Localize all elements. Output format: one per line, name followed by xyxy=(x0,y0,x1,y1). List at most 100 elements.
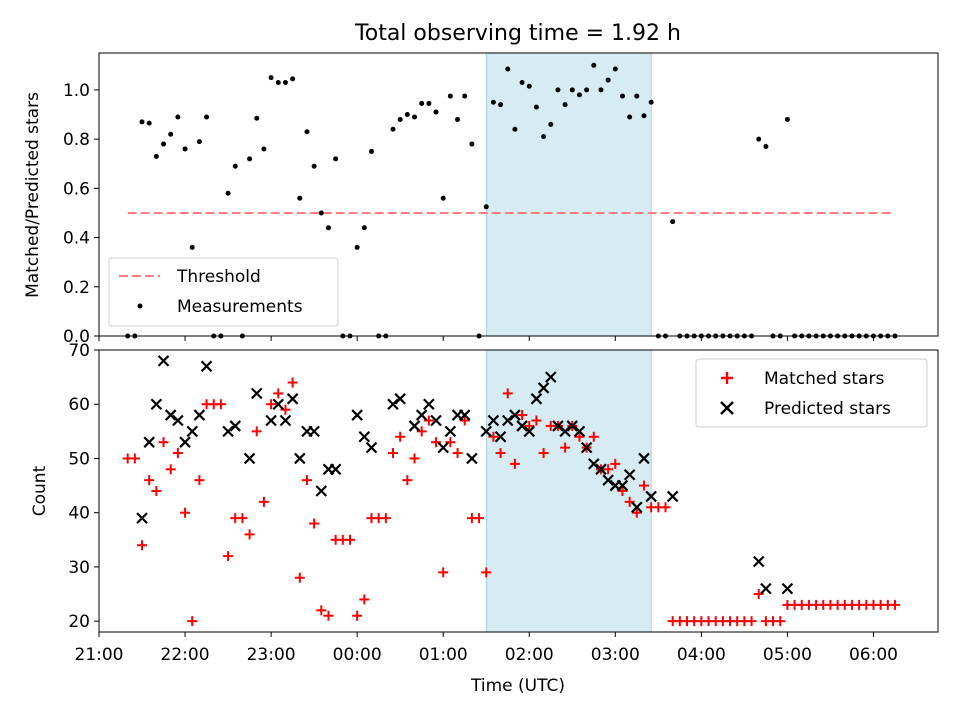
matched-star-marker xyxy=(488,431,499,442)
predicted-marker-b xyxy=(408,420,421,432)
predicted-star-marker xyxy=(222,425,234,438)
predicted-marker-b xyxy=(530,393,543,405)
predicted-star-marker xyxy=(566,420,579,432)
predicted-marker-b xyxy=(437,441,449,454)
matched-star-marker xyxy=(753,589,764,600)
predicted-marker-b xyxy=(172,414,184,427)
predicted-marker-b xyxy=(638,452,650,465)
predicted-marker-b xyxy=(423,398,435,411)
matched-star-marker xyxy=(409,453,420,464)
x-axis-label: Time (UTC) xyxy=(470,676,565,696)
top-x-tick-marks xyxy=(98,336,874,341)
predicted-star-marker xyxy=(365,441,378,454)
measurement-point xyxy=(455,116,461,122)
matched-star-marker xyxy=(172,448,183,459)
measurement-point xyxy=(182,146,188,152)
measurement-point xyxy=(204,114,210,120)
matched-star-marker xyxy=(452,448,463,459)
predicted-marker-b xyxy=(666,490,679,503)
x-tick-label: 23:00 xyxy=(247,645,296,665)
predicted-marker-b xyxy=(387,398,399,411)
predicted-star-marker xyxy=(530,393,543,405)
predicted-star-marker xyxy=(143,436,155,448)
matched-star-marker xyxy=(481,567,492,578)
matched-star-marker xyxy=(129,453,140,464)
measurement-point xyxy=(598,87,604,93)
measurement-point xyxy=(254,115,260,121)
matched-star-marker xyxy=(423,415,434,426)
predicted-marker-b xyxy=(294,452,306,465)
measurement-point xyxy=(634,93,640,99)
matched-star-marker xyxy=(187,616,198,627)
top-y-tick-label: 0.6 xyxy=(63,179,90,199)
predicted-star-marker xyxy=(638,452,650,465)
measurement-point xyxy=(419,100,425,106)
predicted-marker-b xyxy=(480,425,493,438)
predicted-marker-b xyxy=(501,414,514,427)
measurement-point xyxy=(462,93,468,99)
measurement-point xyxy=(548,121,554,127)
predicted-star-marker xyxy=(308,425,320,438)
predicted-star-marker xyxy=(437,441,449,454)
measurement-point xyxy=(763,144,769,150)
matched-star-marker xyxy=(889,599,900,610)
measurement-point xyxy=(619,93,625,99)
matched-star-marker xyxy=(495,448,506,459)
predicted-star-marker xyxy=(315,485,328,497)
matched-star-marker xyxy=(416,426,427,437)
measurement-point xyxy=(275,80,281,86)
predicted-star-marker xyxy=(509,409,521,421)
matched-star-marker xyxy=(294,572,305,583)
measurement-point xyxy=(232,163,238,169)
predicted-star-marker xyxy=(516,420,528,432)
x-tick-label: 05:00 xyxy=(763,645,812,665)
predicted-marker-b xyxy=(186,425,199,438)
predicted-star-marker xyxy=(329,463,342,476)
measurement-point xyxy=(512,126,518,132)
predicted-star-marker xyxy=(294,452,306,465)
matched-star-marker xyxy=(603,464,614,475)
matched-star-marker xyxy=(215,399,226,410)
matched-star-marker xyxy=(280,404,291,415)
matched-star-marker xyxy=(151,486,162,496)
predicted-star-marker xyxy=(631,501,643,514)
measurement-point xyxy=(612,66,618,72)
top-y-axis: 0.0 0.2 0.4 0.6 0.8 1.0 xyxy=(63,81,99,347)
matched-star-marker xyxy=(251,426,262,437)
matched-star-marker xyxy=(459,415,470,426)
measurement-point xyxy=(333,156,339,162)
matched-star-marker xyxy=(287,377,298,388)
matched-star-marker xyxy=(309,518,320,529)
measurement-point xyxy=(397,116,403,122)
matched-star-marker xyxy=(266,399,277,410)
measurement-point xyxy=(390,126,396,132)
predicted-marker-b xyxy=(537,382,550,394)
measurement-point xyxy=(247,156,253,162)
matched-star-marker xyxy=(395,431,406,442)
top-y-tick-label: 1.0 xyxy=(63,81,90,101)
measurement-point xyxy=(490,99,496,105)
predicted-marker-b xyxy=(602,474,614,486)
predicted-marker-b xyxy=(595,463,607,476)
x-tick-label: 00:00 xyxy=(333,645,382,665)
measurement-point xyxy=(297,195,303,201)
matched-star-marker xyxy=(660,502,671,513)
matched-star-marker xyxy=(359,594,370,605)
bottom-y-axis: 20 30 40 50 60 70 xyxy=(68,341,99,632)
measurement-point xyxy=(483,204,489,210)
measurement-point xyxy=(290,76,296,82)
predicted-star-marker xyxy=(760,582,772,595)
legend-matched-swatch xyxy=(721,372,733,384)
predicted-marker-b xyxy=(588,458,600,470)
matched-star-marker xyxy=(237,513,248,524)
matched-star-marker xyxy=(502,388,513,399)
measurement-point xyxy=(368,148,374,154)
predicted-points xyxy=(136,355,794,595)
matched-star-marker xyxy=(258,496,269,507)
predicted-marker-b xyxy=(250,387,263,400)
predicted-star-marker xyxy=(580,441,593,454)
measurement-point xyxy=(641,113,647,119)
measurement-point xyxy=(189,244,195,250)
predicted-marker-b xyxy=(580,441,593,454)
predicted-star-marker xyxy=(136,512,148,524)
